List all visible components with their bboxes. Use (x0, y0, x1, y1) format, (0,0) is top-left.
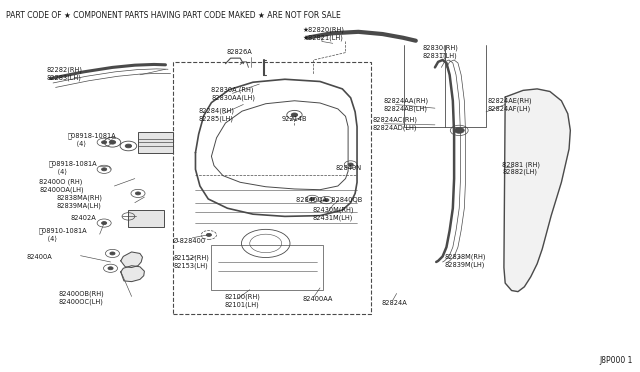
Circle shape (324, 199, 329, 202)
Text: 82100(RH)
82101(LH): 82100(RH) 82101(LH) (224, 294, 260, 308)
Circle shape (109, 140, 116, 144)
Text: 82400A: 82400A (26, 254, 52, 260)
Polygon shape (121, 266, 145, 282)
Text: 82284(RH)
82285(LH): 82284(RH) 82285(LH) (198, 108, 235, 122)
Circle shape (136, 192, 141, 195)
Text: 82824AC(RH)
82824AD(LH): 82824AC(RH) 82824AD(LH) (372, 116, 417, 131)
Circle shape (348, 163, 353, 166)
Polygon shape (121, 252, 143, 267)
Text: 82400O (RH)
82400OA(LH): 82400O (RH) 82400OA(LH) (39, 179, 84, 193)
Text: 82400OB(RH)
82400OC(LH): 82400OB(RH) 82400OC(LH) (58, 291, 104, 305)
Circle shape (102, 222, 107, 225)
Circle shape (110, 252, 115, 255)
Bar (138, 132, 173, 153)
Text: 82840N: 82840N (336, 165, 362, 171)
Bar (211, 245, 323, 290)
Circle shape (310, 198, 315, 201)
Circle shape (206, 234, 211, 236)
Text: PART CODE OF ★ COMPONENT PARTS HAVING PART CODE MAKED ★ ARE NOT FOR SALE: PART CODE OF ★ COMPONENT PARTS HAVING PA… (6, 11, 340, 20)
Text: 82824AA(RH)
82824AB(LH): 82824AA(RH) 82824AB(LH) (384, 97, 429, 112)
Bar (129, 210, 164, 227)
Text: 82881 (RH)
82882(LH): 82881 (RH) 82882(LH) (502, 161, 540, 175)
Text: ⓝ08918-1081A
    ⟨4⟩: ⓝ08918-1081A ⟨4⟩ (49, 160, 97, 174)
Circle shape (108, 267, 113, 270)
Circle shape (102, 168, 107, 171)
Text: 82824A: 82824A (381, 300, 407, 306)
Circle shape (454, 128, 465, 134)
Text: 82840QA  82840QB: 82840QA 82840QB (296, 197, 362, 203)
Text: 82400AA: 82400AA (302, 296, 333, 302)
Text: 82838MA(RH)
82839MA(LH): 82838MA(RH) 82839MA(LH) (57, 195, 103, 209)
Text: 82826A: 82826A (226, 49, 252, 55)
Polygon shape (504, 89, 570, 292)
Text: 82402A: 82402A (71, 215, 97, 221)
Circle shape (102, 141, 107, 144)
Text: 82830A (RH)
82830AA(LH): 82830A (RH) 82830AA(LH) (211, 87, 255, 101)
Bar (173, 62, 371, 314)
Text: 82838M(RH)
82839M(LH): 82838M(RH) 82839M(LH) (445, 254, 486, 268)
Text: 82824AE(RH)
82824AF(LH): 82824AE(RH) 82824AF(LH) (487, 97, 532, 112)
Text: Ø-828400: Ø-828400 (173, 238, 206, 244)
Text: 92214B: 92214B (282, 116, 307, 122)
Text: ★82820(RH)
★82821(LH): ★82820(RH) ★82821(LH) (302, 26, 344, 41)
Text: ⓝ08910-1081A
    ⟨4⟩: ⓝ08910-1081A ⟨4⟩ (39, 228, 88, 242)
Circle shape (291, 113, 298, 117)
Text: 82282(RH)
82283(LH): 82282(RH) 82283(LH) (47, 67, 83, 81)
Circle shape (125, 144, 132, 148)
Text: J8P000 1: J8P000 1 (600, 356, 633, 365)
Text: 82830(RH)
82831(LH): 82830(RH) 82831(LH) (422, 45, 458, 59)
Text: ⓝ08918-1081A
    ⟨4⟩: ⓝ08918-1081A ⟨4⟩ (68, 132, 116, 147)
Text: 82152(RH)
82153(LH): 82152(RH) 82153(LH) (173, 255, 209, 269)
Text: 82430M(RH)
82431M(LH): 82430M(RH) 82431M(LH) (312, 207, 354, 221)
